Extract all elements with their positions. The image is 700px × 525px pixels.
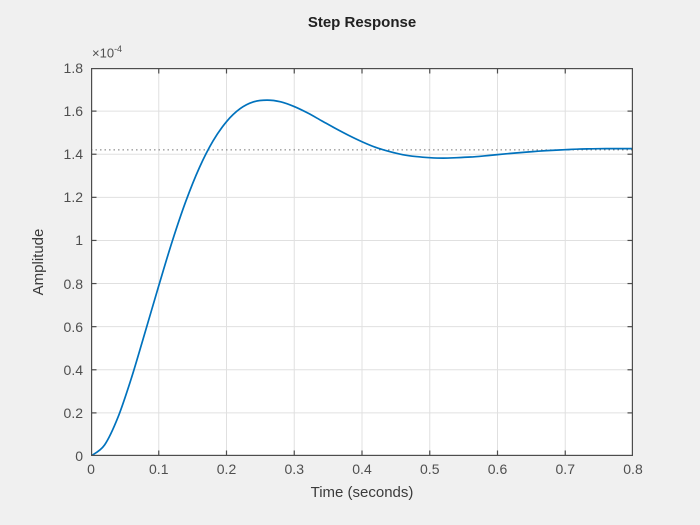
- x-tick-label: 0.2: [216, 461, 237, 477]
- x-tick-label: 0.3: [284, 461, 304, 477]
- plot-title: Step Response: [307, 14, 417, 31]
- y-tick-label: 1.2: [63, 189, 83, 206]
- x-tick-label: 0.8: [623, 461, 643, 477]
- y-exponent-base: ×10: [92, 45, 115, 61]
- plot-area: [91, 68, 633, 456]
- y-tick-label: 0.4: [63, 361, 83, 378]
- x-tick-label: 0.5: [420, 461, 440, 477]
- y-exponent-power: -4: [114, 44, 123, 54]
- axes-box: [91, 68, 633, 456]
- response-curve: [91, 99, 633, 456]
- x-tick-label: 0: [87, 461, 95, 477]
- y-tick-label: 1.4: [63, 146, 83, 163]
- y-exponent-label: ×10-4: [92, 44, 122, 60]
- x-tick-label: 0.7: [555, 461, 575, 477]
- y-tick-label: 1: [75, 232, 83, 249]
- y-tick-label: 0.2: [63, 404, 83, 421]
- x-tick-label: 0.6: [487, 461, 508, 477]
- y-tick-label: 0.8: [63, 275, 83, 292]
- y-tick-label: 1.6: [63, 103, 83, 120]
- y-tick-label: 1.8: [63, 60, 83, 76]
- y-tick-label: 0: [75, 448, 83, 464]
- x-tick-label: 0.4: [352, 461, 372, 477]
- y-tick-label: 0.6: [63, 318, 83, 335]
- x-axis-label: Time (seconds): [310, 484, 414, 501]
- x-tick-label: 0.1: [149, 461, 169, 477]
